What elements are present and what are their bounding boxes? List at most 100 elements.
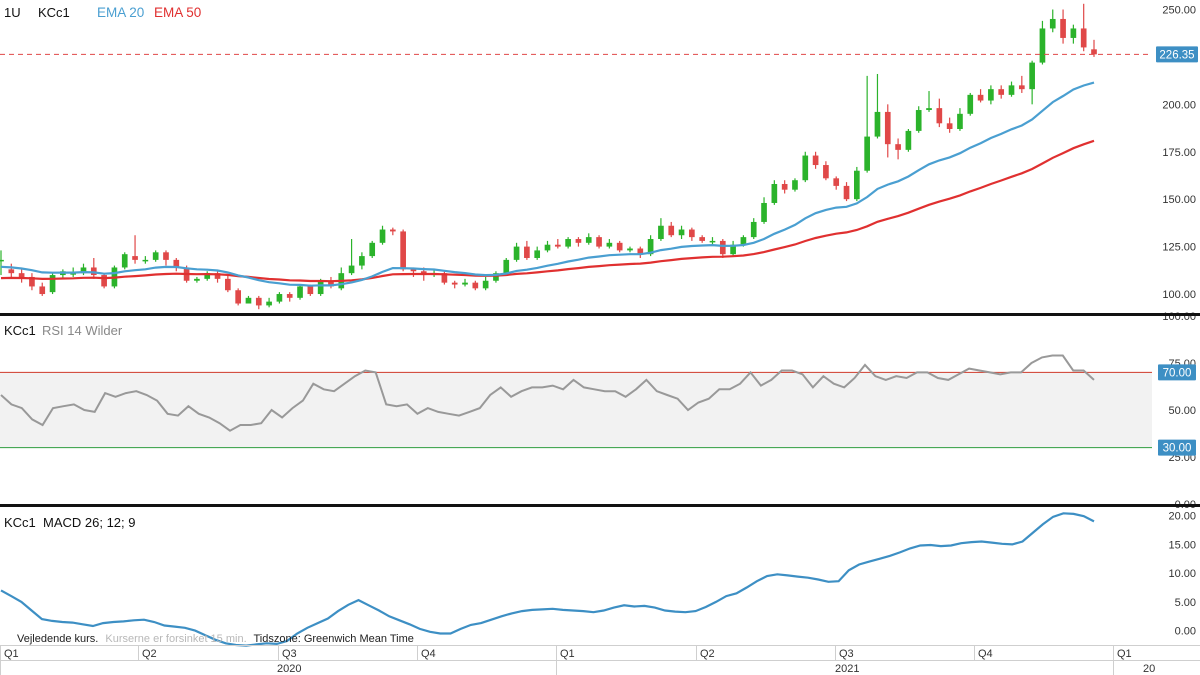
candle xyxy=(730,240,736,257)
candle xyxy=(286,292,293,302)
candle xyxy=(194,276,200,283)
candle xyxy=(1008,81,1015,97)
candle xyxy=(977,89,984,103)
rsi-legend[interactable]: RSI 14 Wilder xyxy=(42,323,123,338)
quarter-label: Q4 xyxy=(978,648,993,660)
candle xyxy=(854,166,860,202)
candle xyxy=(792,178,798,192)
candle xyxy=(503,257,510,276)
y-tick-label: 20.00 xyxy=(1168,511,1196,523)
candle xyxy=(554,239,561,249)
candle xyxy=(0,250,4,276)
y-tick-label: 15.00 xyxy=(1168,539,1196,551)
quarter-label: Q4 xyxy=(421,648,436,660)
candle xyxy=(39,282,46,296)
candle xyxy=(1018,75,1025,93)
candle xyxy=(1080,3,1087,52)
y-tick-label: 150.00 xyxy=(1162,194,1196,206)
candle xyxy=(926,91,932,112)
macd-panel[interactable] xyxy=(0,508,1152,645)
candle xyxy=(771,180,778,205)
candle xyxy=(1060,9,1066,44)
candle xyxy=(874,73,881,139)
rsi-level-badge: 70.00 xyxy=(1158,364,1196,381)
candle xyxy=(359,252,365,270)
candle xyxy=(49,273,56,295)
delay-note: Kurserne er forsinket 15 min. xyxy=(105,633,246,645)
candle xyxy=(678,225,685,240)
disclaimer-text: Vejledende kurs. xyxy=(17,633,98,645)
candle xyxy=(957,108,963,131)
candle xyxy=(699,235,706,243)
candle xyxy=(462,278,468,287)
candle xyxy=(534,246,541,260)
candle xyxy=(255,295,262,310)
candle xyxy=(833,176,840,190)
macd-legend[interactable]: MACD 26; 12; 9 xyxy=(43,515,136,530)
candle xyxy=(689,227,695,241)
candle xyxy=(565,237,571,249)
candle xyxy=(936,98,943,128)
rsi-line xyxy=(0,354,1095,432)
year-label: 2020 xyxy=(277,663,301,675)
candle xyxy=(276,292,283,304)
candle xyxy=(709,237,716,245)
candle xyxy=(802,151,809,183)
quarter-label: Q1 xyxy=(560,648,575,660)
candle xyxy=(297,284,303,300)
y-tick-label: 100.00 xyxy=(1162,289,1196,301)
candle xyxy=(204,271,211,281)
y-tick-label: 50.00 xyxy=(1168,405,1196,417)
panel-divider xyxy=(0,313,1200,316)
candle xyxy=(812,151,819,169)
candle xyxy=(472,280,479,291)
price-panel[interactable] xyxy=(0,0,1152,314)
candle xyxy=(90,257,97,279)
timezone-note: Tidszone: Greenwich Mean Time xyxy=(254,633,414,645)
candle xyxy=(152,250,159,262)
ema-50-line xyxy=(0,139,1095,283)
candle xyxy=(369,240,376,258)
candle xyxy=(946,117,953,133)
svg-text:Vejledende kurs. Kurserne: Vejledende kurs. Kurserne er forsinket 1… xyxy=(17,633,414,645)
ema-20-legend[interactable]: EMA 20 xyxy=(97,5,144,20)
candle xyxy=(266,297,272,308)
candle xyxy=(163,250,169,266)
candle xyxy=(864,75,870,173)
symbol-label[interactable]: KCc1 xyxy=(38,5,70,20)
candle xyxy=(1029,60,1035,105)
candle xyxy=(524,240,530,260)
candle xyxy=(513,242,520,262)
rsi-symbol-label: KCc1 xyxy=(4,323,36,338)
candle xyxy=(585,233,592,245)
y-tick-label: 200.00 xyxy=(1162,99,1196,111)
candle xyxy=(18,269,25,283)
candle xyxy=(29,273,35,291)
candle xyxy=(400,229,406,272)
candle xyxy=(575,237,582,247)
y-tick-label: 250.00 xyxy=(1162,4,1196,16)
candle xyxy=(214,271,221,283)
ema-50-legend[interactable]: EMA 50 xyxy=(154,5,201,20)
quarter-label: Q2 xyxy=(700,648,715,660)
candle xyxy=(493,271,499,283)
rsi-band xyxy=(0,372,1152,448)
candle xyxy=(616,240,623,253)
candle xyxy=(1039,20,1046,65)
candle xyxy=(719,239,726,258)
candle xyxy=(658,218,664,241)
candle xyxy=(895,138,901,160)
interval-label[interactable]: 1U xyxy=(4,5,21,20)
y-tick-label: 175.00 xyxy=(1162,147,1196,159)
macd-y-axis: 0.00 5.00 10.00 15.00 20.00 xyxy=(1168,511,1196,638)
y-tick-label: 10.00 xyxy=(1168,568,1196,580)
candle xyxy=(245,295,252,304)
candle xyxy=(823,161,829,181)
quarter-label: Q1 xyxy=(4,648,19,660)
candle xyxy=(1070,24,1077,44)
quarter-label: Q2 xyxy=(142,648,157,660)
candle xyxy=(482,276,489,291)
candle xyxy=(596,235,602,249)
